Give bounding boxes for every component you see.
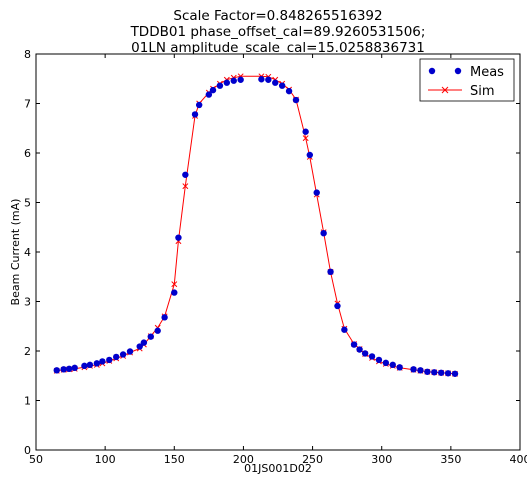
meas-point — [351, 341, 357, 347]
meas-point — [410, 366, 416, 372]
meas-point — [320, 230, 326, 236]
x-tick-label: 300 — [371, 453, 392, 466]
meas-point — [307, 152, 313, 158]
meas-point — [106, 357, 112, 363]
legend-meas-marker — [429, 68, 435, 74]
y-tick-label: 0 — [24, 444, 31, 457]
meas-point — [113, 354, 119, 360]
meas-point — [369, 353, 375, 359]
meas-point — [231, 78, 237, 84]
meas-point — [334, 303, 340, 309]
meas-point — [224, 80, 230, 86]
meas-point — [438, 370, 444, 376]
meas-point — [120, 351, 126, 357]
y-tick-label: 8 — [24, 48, 31, 61]
meas-point — [175, 234, 181, 240]
plot-area — [36, 54, 520, 450]
x-tick-label: 400 — [510, 453, 527, 466]
y-tick-label: 2 — [24, 345, 31, 358]
legend-meas-label: Meas — [470, 65, 504, 80]
meas-point — [196, 102, 202, 108]
meas-point — [279, 82, 285, 88]
meas-point — [445, 370, 451, 376]
legend-meas-marker — [455, 68, 461, 74]
meas-point — [314, 189, 320, 195]
meas-point — [396, 364, 402, 370]
meas-point — [72, 365, 78, 371]
legend: Meas Sim — [420, 59, 514, 101]
meas-point — [54, 367, 60, 373]
meas-point — [99, 358, 105, 364]
y-axis-label: Beam Current (mA) — [9, 199, 22, 306]
meas-point — [272, 80, 278, 86]
meas-point — [258, 76, 264, 82]
x-tick-label: 150 — [164, 453, 185, 466]
x-tick-label: 50 — [29, 453, 43, 466]
y-tick-label: 1 — [24, 395, 31, 408]
meas-point — [161, 314, 167, 320]
meas-point — [81, 363, 87, 369]
y-tick-label: 3 — [24, 296, 31, 309]
chart-title: Scale Factor=0.848265516392 TDDB01 phase… — [130, 8, 426, 56]
title-line-2: TDDB01 phase_offset_cal=89.9260531506; — [130, 24, 426, 40]
meas-point — [192, 111, 198, 117]
meas-point — [217, 82, 223, 88]
meas-point — [424, 369, 430, 375]
title-line-1: Scale Factor=0.848265516392 — [173, 8, 382, 24]
legend-sim-label: Sim — [470, 84, 495, 99]
meas-point — [94, 360, 100, 366]
meas-point — [87, 362, 93, 368]
meas-point — [265, 77, 271, 83]
meas-point — [362, 350, 368, 356]
meas-point — [154, 328, 160, 334]
meas-point — [327, 269, 333, 275]
meas-point — [390, 362, 396, 368]
meas-point — [383, 360, 389, 366]
meas-point — [376, 357, 382, 363]
x-tick-label: 100 — [95, 453, 116, 466]
y-tick-label: 4 — [24, 246, 31, 259]
meas-point — [417, 367, 423, 373]
meas-point — [171, 289, 177, 295]
y-tick-label: 7 — [24, 98, 31, 111]
meas-point — [431, 369, 437, 375]
y-tick-label: 5 — [24, 197, 31, 210]
meas-point — [302, 129, 308, 135]
meas-point — [237, 77, 243, 83]
meas-point — [210, 87, 216, 93]
meas-point — [286, 88, 292, 94]
meas-point — [141, 339, 147, 345]
x-tick-label: 350 — [440, 453, 461, 466]
meas-point — [66, 366, 72, 372]
meas-point — [148, 333, 154, 339]
meas-point — [341, 327, 347, 333]
meas-point — [356, 346, 362, 352]
x-axis-label: 01JS001D02 — [244, 462, 312, 475]
meas-point — [452, 371, 458, 377]
meas-point — [60, 366, 66, 372]
meas-point — [182, 172, 188, 178]
meas-point — [127, 348, 133, 354]
meas-point — [293, 97, 299, 103]
y-tick-label: 6 — [24, 147, 31, 160]
